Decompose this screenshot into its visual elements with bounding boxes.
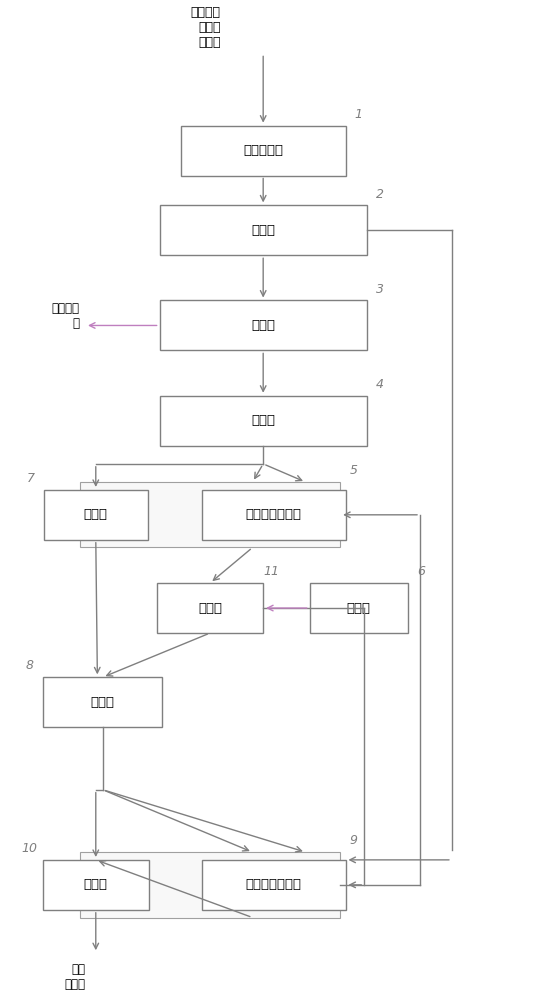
Bar xyxy=(80,482,340,547)
Bar xyxy=(159,396,367,446)
Text: 10: 10 xyxy=(21,842,38,855)
Text: 调节池: 调节池 xyxy=(251,224,275,237)
Text: 4: 4 xyxy=(376,378,384,391)
Bar xyxy=(80,852,340,918)
Bar xyxy=(310,583,408,633)
Bar xyxy=(202,490,345,540)
Text: 5: 5 xyxy=(350,464,358,477)
Text: 7: 7 xyxy=(27,472,35,485)
Text: 预处理设备: 预处理设备 xyxy=(243,144,283,157)
Bar xyxy=(42,860,149,910)
Text: 11: 11 xyxy=(263,565,279,578)
Bar xyxy=(157,583,263,633)
Text: 9: 9 xyxy=(350,834,358,847)
Text: 电渗析模块一级: 电渗析模块一级 xyxy=(246,508,302,521)
Bar xyxy=(159,300,367,350)
Text: 电渗析模块二级: 电渗析模块二级 xyxy=(246,878,302,891)
Bar xyxy=(44,490,148,540)
Text: 脱硫废水
及加药
辅助水: 脱硫废水 及加药 辅助水 xyxy=(191,6,221,49)
Text: 酸碱罐: 酸碱罐 xyxy=(347,602,371,615)
Text: 调节池: 调节池 xyxy=(91,696,115,709)
Text: 过滤残渣
水: 过滤残渣 水 xyxy=(52,302,80,330)
Text: 3: 3 xyxy=(376,283,384,296)
Text: 调节池: 调节池 xyxy=(251,414,275,427)
Bar xyxy=(43,677,163,727)
Bar xyxy=(159,205,367,255)
Text: 淡水池: 淡水池 xyxy=(84,878,108,891)
Bar xyxy=(202,860,345,910)
Text: 2: 2 xyxy=(376,188,384,201)
Text: 过滤机: 过滤机 xyxy=(251,319,275,332)
Text: 淡水
进出水: 淡水 进出水 xyxy=(64,963,85,991)
Text: 6: 6 xyxy=(417,565,425,578)
Text: 8: 8 xyxy=(26,659,34,672)
Text: 淡水池: 淡水池 xyxy=(198,602,222,615)
Text: 淡水池: 淡水池 xyxy=(84,508,108,521)
Text: 1: 1 xyxy=(355,108,363,121)
Bar xyxy=(181,126,345,176)
